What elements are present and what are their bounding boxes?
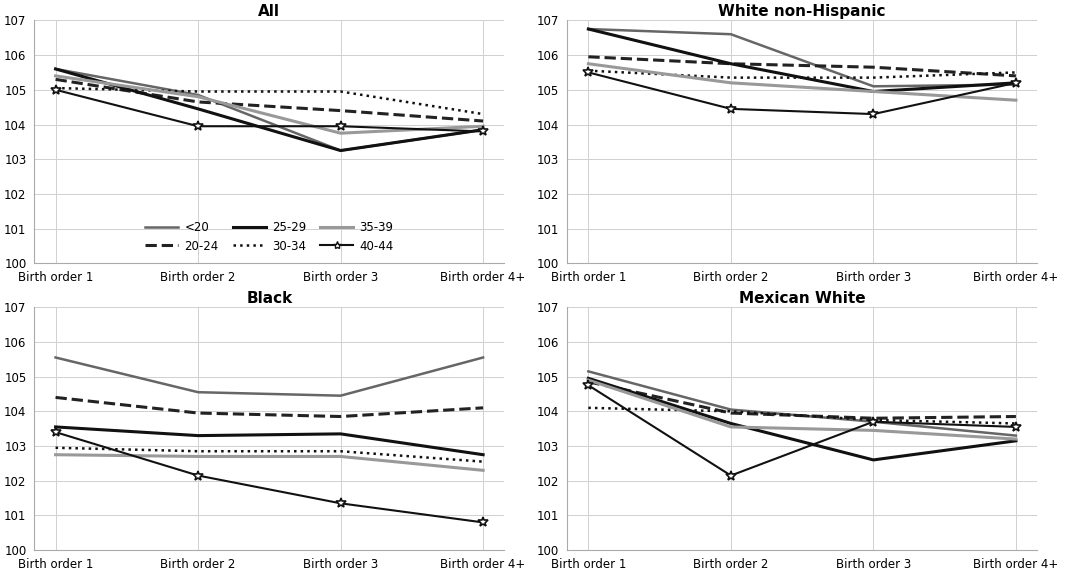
Title: Black: Black xyxy=(246,291,292,306)
Title: All: All xyxy=(258,4,281,19)
Legend: <20, 20-24, 25-29, 30-34, 35-39, 40-44: <20, 20-24, 25-29, 30-34, 35-39, 40-44 xyxy=(145,221,394,252)
Title: Mexican White: Mexican White xyxy=(738,291,865,306)
Title: White non-Hispanic: White non-Hispanic xyxy=(718,4,886,19)
